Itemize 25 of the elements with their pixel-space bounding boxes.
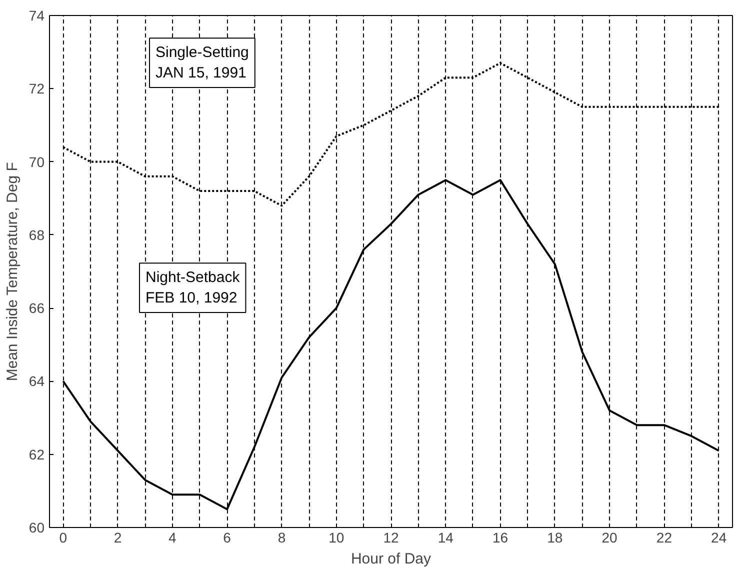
y-tick-label: 74	[28, 8, 45, 24]
x-tick-label: 20	[602, 530, 618, 546]
x-tick-label: 10	[328, 530, 344, 546]
y-axis-title: Mean Inside Temperature, Deg F	[4, 162, 21, 382]
x-tick-label: 16	[492, 530, 508, 546]
x-tick-label: 4	[168, 530, 177, 546]
x-tick-label: 8	[278, 530, 286, 546]
x-tick-label: 22	[656, 530, 672, 546]
y-tick-label: 62	[28, 446, 45, 462]
y-tick-label: 72	[28, 80, 45, 97]
x-tick-label: 2	[114, 530, 122, 546]
y-tick-label: 68	[28, 226, 45, 243]
text: Single-Setting JAN 15, 1991	[156, 44, 249, 82]
x-tick-label: 12	[383, 530, 399, 546]
x-tick-label: 6	[223, 530, 232, 546]
y-tick-label: 60	[28, 520, 45, 536]
text: Night-Setback FEB 10, 1992	[146, 269, 240, 306]
x-tick-label: 18	[547, 530, 563, 546]
x-tick-label: 14	[438, 530, 454, 546]
x-tick-label: 24	[711, 530, 727, 546]
y-tick-label: 66	[28, 300, 45, 316]
y-tick-label: 64	[28, 373, 45, 390]
x-tick-label: 0	[59, 530, 68, 546]
x-axis-title: Hour of Day	[350, 550, 432, 568]
y-tick-label: 70	[28, 154, 45, 170]
